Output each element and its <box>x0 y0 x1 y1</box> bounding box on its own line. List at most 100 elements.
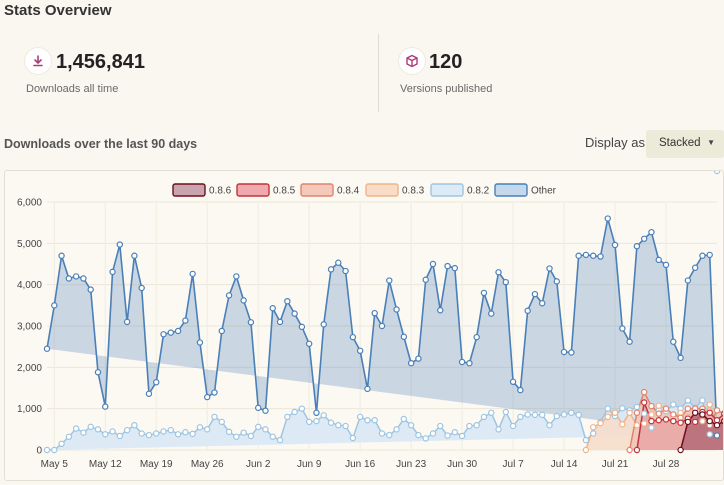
point-082 <box>539 411 546 419</box>
point-other <box>72 273 80 280</box>
point-other <box>364 385 371 393</box>
legend-label-v086[interactable]: 0.8.6 <box>209 186 232 197</box>
point-082 <box>371 417 378 424</box>
y-tick-label: 6,000 <box>17 198 42 209</box>
point-082 <box>218 418 225 426</box>
point-v084 <box>633 409 641 416</box>
x-tick-label: Jul 7 <box>503 459 525 470</box>
point-082 <box>342 422 349 430</box>
point-082 <box>276 436 284 444</box>
point-other <box>254 404 262 412</box>
x-tick-label: May 12 <box>89 459 122 470</box>
point-082 <box>422 435 429 442</box>
point-082 <box>640 410 648 417</box>
point-082 <box>349 434 357 442</box>
legend-swatch-v084[interactable] <box>300 183 334 197</box>
point-other <box>65 275 73 282</box>
point-082 <box>393 426 400 433</box>
point-other <box>699 252 706 259</box>
point-other <box>619 325 626 332</box>
y-tick-label: 3,000 <box>17 322 42 333</box>
point-other <box>204 393 211 401</box>
point-v085 <box>721 410 724 417</box>
point-other <box>145 390 153 397</box>
point-other <box>313 409 320 416</box>
point-082 <box>182 429 189 436</box>
y-tick-label: 4,000 <box>17 280 42 291</box>
point-082 <box>174 431 182 438</box>
point-v084 <box>655 410 662 417</box>
x-tick-label: Jun 16 <box>345 459 375 470</box>
legend-swatch-other[interactable] <box>494 183 528 197</box>
point-082 <box>131 421 138 429</box>
legend-swatch-v085[interactable] <box>236 183 270 197</box>
point-other <box>560 348 568 356</box>
x-tick-label: Jun 9 <box>297 459 322 470</box>
point-v085 <box>655 417 662 424</box>
legend-label-v084[interactable]: 0.8.4 <box>337 186 360 197</box>
point-082 <box>582 436 590 444</box>
point-082 <box>473 421 480 429</box>
page-title: Stats Overview <box>4 2 112 19</box>
point-other <box>211 389 218 396</box>
point-082 <box>684 397 692 404</box>
versions-value: 120 <box>429 51 463 73</box>
point-other <box>626 338 633 345</box>
point-other <box>262 407 269 414</box>
point-v084 <box>662 405 670 412</box>
point-082 <box>713 167 721 175</box>
point-082 <box>94 426 102 433</box>
point-other <box>51 302 58 309</box>
point-other <box>349 333 357 341</box>
point-v083 <box>626 409 633 416</box>
legend-label-v082[interactable]: 0.8.2 <box>467 186 490 197</box>
display-mode-select[interactable]: Stacked ▼ <box>646 130 724 158</box>
series-v084-line <box>628 390 724 451</box>
point-082 <box>568 409 575 416</box>
x-tick-label: May 19 <box>140 459 173 470</box>
point-082 <box>524 411 531 418</box>
point-other <box>371 309 378 317</box>
stats-panel: 1,456,841 Downloads all time 120 Version… <box>4 34 724 112</box>
point-other <box>633 243 641 250</box>
point-v083 <box>640 420 648 427</box>
point-082 <box>262 426 269 433</box>
point-082 <box>546 421 553 429</box>
point-other <box>400 333 408 340</box>
x-tick-label: Jun 23 <box>396 459 426 470</box>
point-v085 <box>648 417 655 425</box>
legend-swatch-v082[interactable] <box>430 183 464 197</box>
point-082 <box>407 421 415 429</box>
legend-swatch-v083[interactable] <box>365 183 399 197</box>
x-tick-label: Jun 30 <box>447 459 477 470</box>
point-v083 <box>611 409 619 416</box>
point-082 <box>400 415 408 423</box>
point-other <box>116 241 124 248</box>
series-082-area <box>47 400 710 450</box>
point-082 <box>429 430 437 437</box>
point-other <box>87 286 94 293</box>
point-082 <box>116 432 124 440</box>
y-tick-label: 5,000 <box>17 239 42 250</box>
x-tick-label: Jun 2 <box>246 459 271 470</box>
point-other <box>429 260 437 268</box>
point-other <box>480 289 488 297</box>
point-other <box>94 369 102 376</box>
legend-label-v085[interactable]: 0.8.5 <box>273 186 296 197</box>
series-v086-area <box>680 412 724 450</box>
point-082 <box>480 413 488 421</box>
point-082 <box>386 431 393 439</box>
point-v083 <box>582 446 590 454</box>
point-v083 <box>655 402 662 409</box>
legend-label-other[interactable]: Other <box>531 186 557 197</box>
downloads-label: Downloads all time <box>26 83 119 95</box>
point-other <box>386 277 393 284</box>
point-v085 <box>691 418 699 426</box>
point-082 <box>167 426 175 434</box>
legend-swatch-v086[interactable] <box>172 183 206 197</box>
point-other <box>378 322 386 330</box>
point-082 <box>72 425 80 432</box>
point-082 <box>102 431 109 438</box>
legend-label-v083[interactable]: 0.8.3 <box>402 186 425 197</box>
point-other <box>648 228 655 236</box>
